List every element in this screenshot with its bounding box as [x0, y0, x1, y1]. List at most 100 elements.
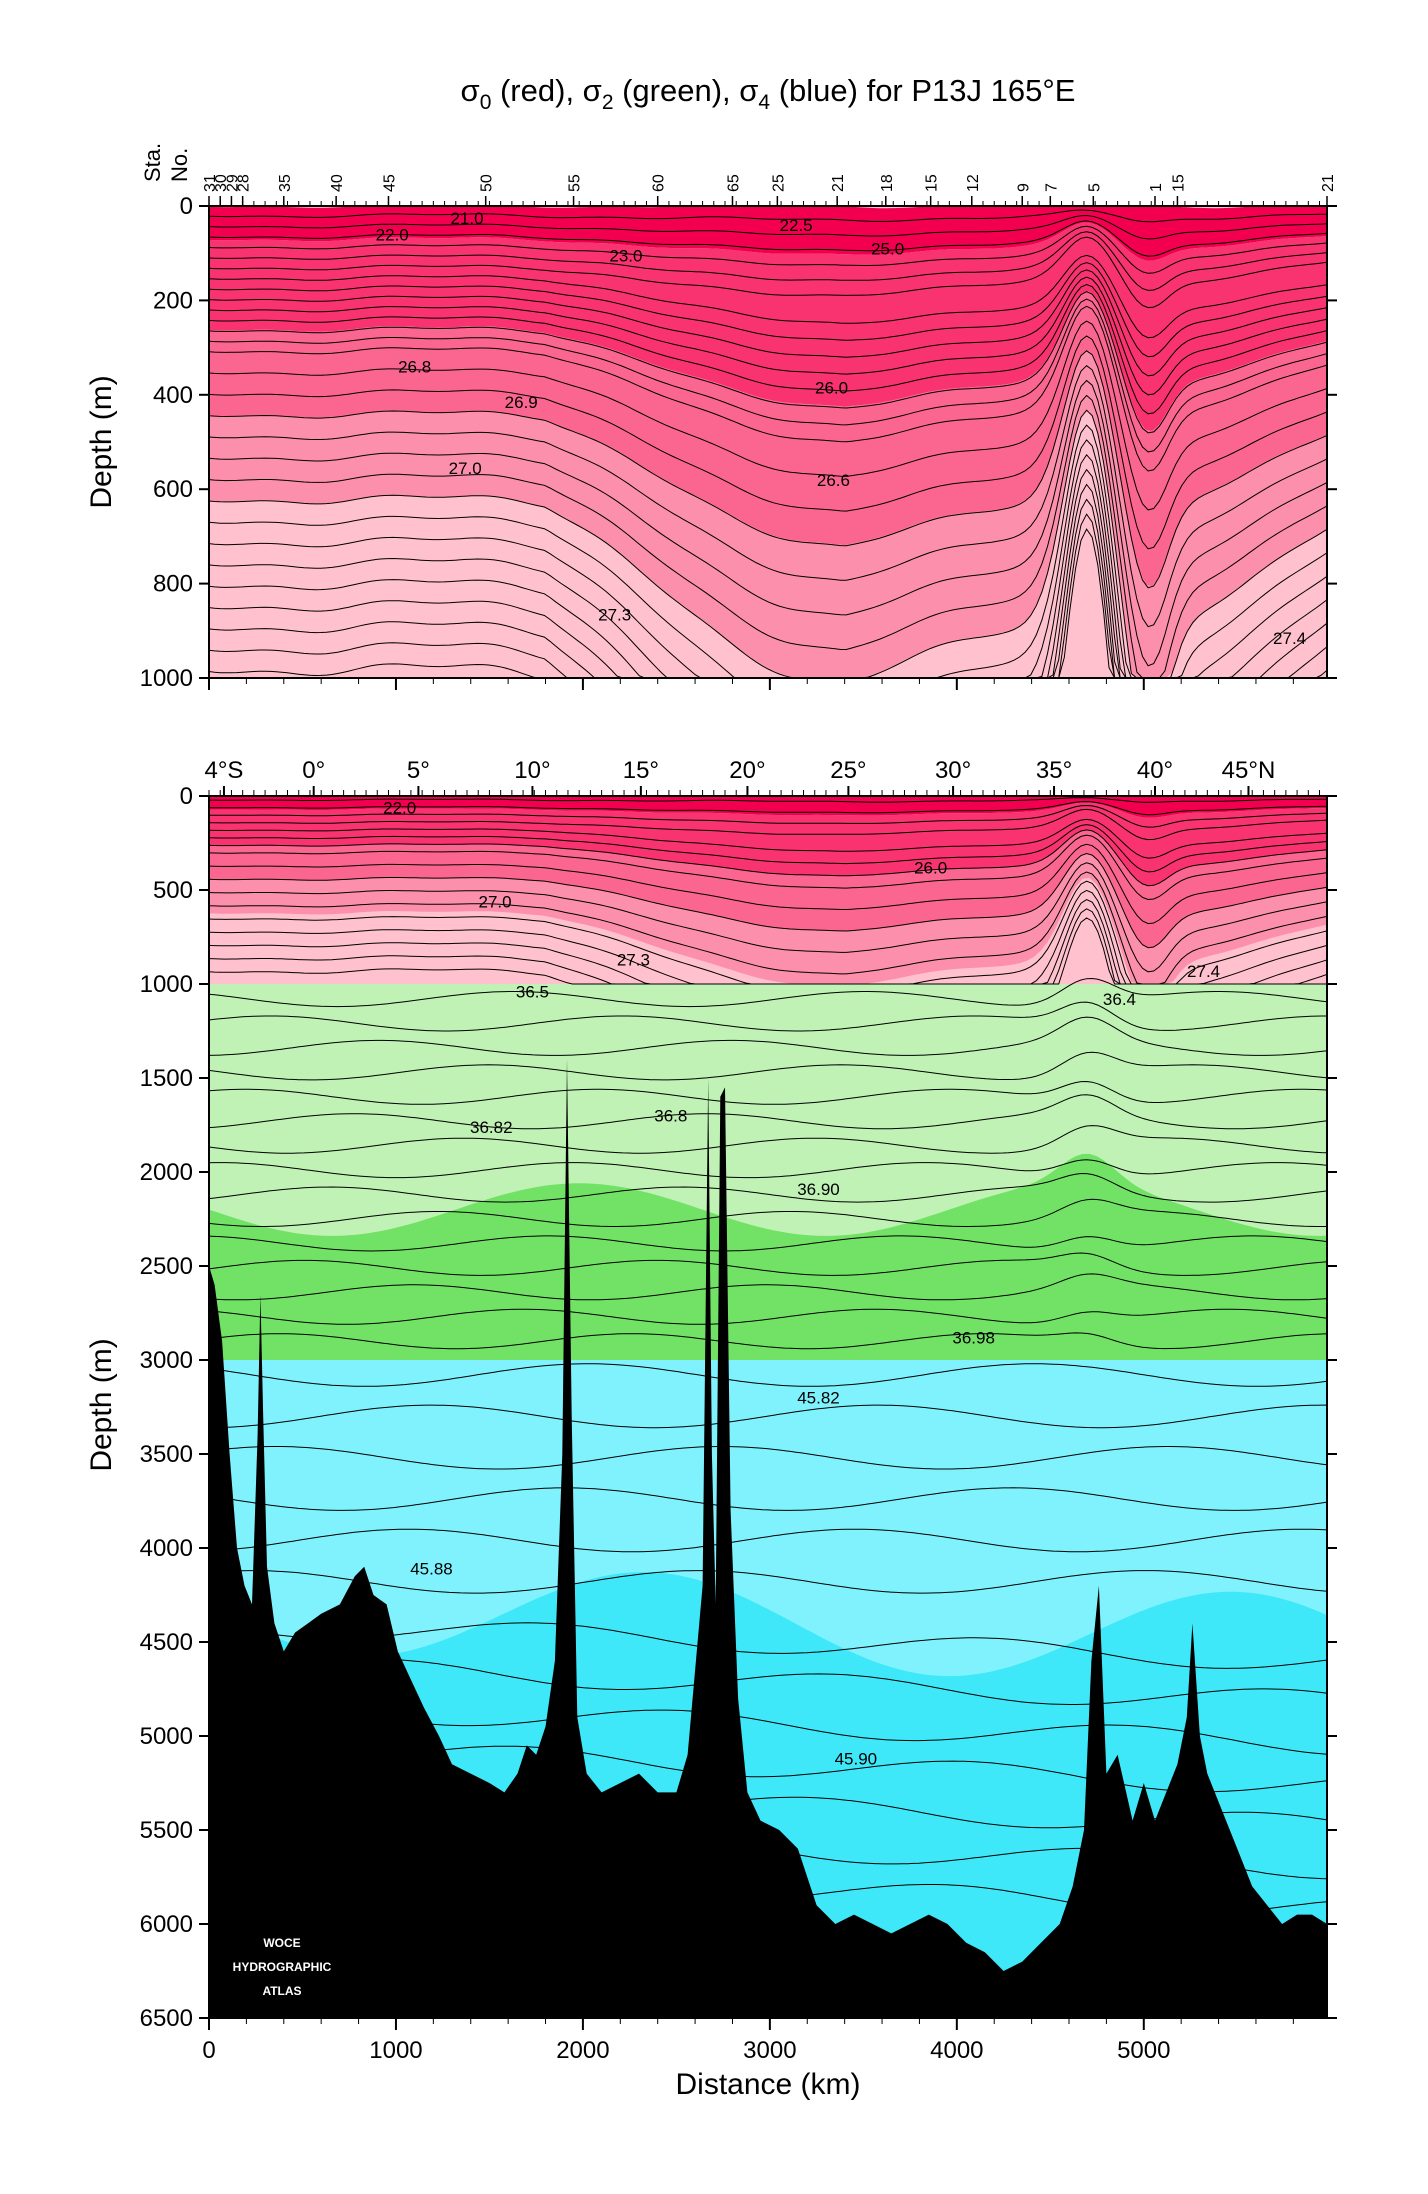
top-contour-line: [209, 298, 1327, 453]
station-label: 5: [1086, 183, 1103, 192]
sigma0-contour: [209, 862, 1327, 973]
contour-label: 36.90: [797, 1180, 840, 1199]
latitude-label: 10°: [514, 757, 550, 784]
woce-logo: WOCE HYDROGRAPHIC ATLAS: [233, 1936, 332, 1998]
sigma0-fill-band: [209, 796, 1327, 818]
sigma0-fill-band: [209, 830, 1327, 948]
sigma2-contour: [209, 1308, 1327, 1325]
station-label: 29: [224, 174, 241, 192]
sigma2-contour: [209, 1172, 1327, 1203]
sigma0-contour: [209, 818, 1327, 859]
latitude-label: 5°: [407, 757, 430, 784]
contour-label: 22.5: [779, 216, 812, 235]
top-contour-line: [209, 220, 1327, 257]
sigma2-contour: [209, 1198, 1327, 1227]
bottom-ytick-label: 4500: [140, 1629, 193, 1656]
top-contour-line: [209, 365, 1327, 628]
sigma2-contour: [209, 1051, 1327, 1081]
top-ytick-label: 200: [153, 287, 193, 314]
contour-label: 36.98: [952, 1328, 995, 1347]
contour-label: 27.0: [449, 459, 482, 478]
latitude-label: 15°: [623, 757, 659, 784]
contour-label: 26.8: [398, 357, 431, 376]
latitude-label: 35°: [1036, 757, 1072, 784]
top-contour-line: [209, 335, 1327, 550]
top-contour-line: [209, 424, 1327, 678]
bottom-ytick-label: 3000: [140, 1347, 193, 1374]
station-label: 28: [236, 174, 253, 192]
top-fill-band: [209, 291, 1327, 587]
sigma0-contour: [209, 843, 1327, 925]
sigma2-contour: [209, 977, 1327, 1008]
bottom-axes: 0 500 1000 1500 2000 2500 3000 3500 4000 4500 5000…: [140, 757, 1337, 2064]
sigma4-contour: [209, 1404, 1327, 1429]
top-contour-line: [209, 483, 1327, 678]
sigma2-contour: [209, 1125, 1327, 1154]
top-contour-line: [209, 498, 1327, 678]
latitude-label: 40°: [1137, 757, 1173, 784]
contour-label: 45.82: [797, 1389, 840, 1408]
station-label-sta: Sta.: [140, 143, 165, 182]
contour-label: 36.8: [654, 1107, 687, 1126]
top-panel-sigma0: 21.0 22.0 22.5 23.0 25.0 26.8 26.9 26.0 27.0 26.6…: [85, 143, 1337, 692]
top-contour-line: [209, 320, 1327, 511]
latitude-label: 4°S: [204, 757, 243, 784]
top-contour-line: [209, 379, 1327, 667]
bottom-xtick-label: 3000: [743, 2037, 796, 2064]
bottom-ytick-label: 2000: [140, 1159, 193, 1186]
sigma2-contour: [209, 1159, 1327, 1179]
station-label: 25: [770, 174, 787, 192]
top-contour-line: [209, 468, 1327, 678]
contour-label: 45.90: [835, 1750, 878, 1769]
contour-label: 36.82: [470, 1118, 513, 1137]
bottom-y-axis-label: Depth (m): [85, 1338, 118, 1471]
top-ytick-label: 0: [180, 193, 193, 220]
logo-line-1: WOCE: [263, 1936, 300, 1950]
station-label: 1: [1148, 183, 1165, 192]
top-contour-line: [209, 214, 1327, 240]
contour-label: 36.5: [516, 983, 549, 1002]
latitude-label: 20°: [729, 757, 765, 784]
bottom-plot-frame: [208, 795, 1328, 2019]
chart-title: σ0 (red), σ2 (green), σ4 (blue) for P13J…: [461, 73, 1076, 114]
bottom-ytick-label: 6000: [140, 1911, 193, 1938]
top-contour-lines: [209, 209, 1327, 678]
sigma2-contour: [209, 1273, 1327, 1301]
sigma4-contour: [209, 1487, 1327, 1511]
bottom-xtick-label: 4000: [930, 2037, 983, 2064]
top-contour-line: [209, 225, 1327, 274]
contour-label: 27.4: [1187, 962, 1220, 981]
contour-label: 26.9: [505, 393, 538, 412]
sigma0-contour: [209, 824, 1327, 873]
station-label: 9: [1015, 183, 1032, 192]
top-contour-line: [209, 262, 1327, 358]
sigma0-contour: [209, 852, 1327, 949]
bottom-xtick-label: 2000: [556, 2037, 609, 2064]
contour-label: 22.0: [376, 225, 409, 244]
top-fill-band: [209, 222, 1327, 431]
bottom-ytick-label: 5000: [140, 1723, 193, 1750]
top-contour-line: [209, 209, 1327, 223]
sigma2-contour: [209, 1332, 1327, 1350]
bottom-ytick-label: 0: [180, 783, 193, 810]
contour-label: 26.0: [815, 379, 848, 398]
bottom-xtick-label: 0: [202, 2037, 215, 2064]
bottom-ytick-label: 6500: [140, 2005, 193, 2032]
bottom-ytick-label: 4000: [140, 1535, 193, 1562]
sigma2-band-dark: [209, 1153, 1327, 1360]
bottom-panel-full-depth: 22.0 26.0 27.0 27.3 27.4 36.5 36.4 36.82 36.8 36.…: [85, 757, 1337, 2101]
contour-label: 21.0: [450, 209, 483, 228]
logo-line-3: ATLAS: [262, 1984, 301, 1998]
bottom-ytick-label: 3500: [140, 1441, 193, 1468]
station-label: 50: [479, 174, 496, 192]
sigma0-contour: [209, 797, 1327, 803]
bottom-ytick-label: 1500: [140, 1065, 193, 1092]
top-density-fills: [209, 206, 1327, 678]
sigma0-contour: [209, 801, 1327, 816]
sigma4-contour: [209, 1446, 1327, 1470]
bottom-contour-labels: 22.0 26.0 27.0 27.3 27.4 36.5 36.4 36.82 36.8 36.…: [383, 798, 1220, 1768]
top-ytick-label: 400: [153, 382, 193, 409]
station-label-no: No.: [167, 148, 192, 182]
